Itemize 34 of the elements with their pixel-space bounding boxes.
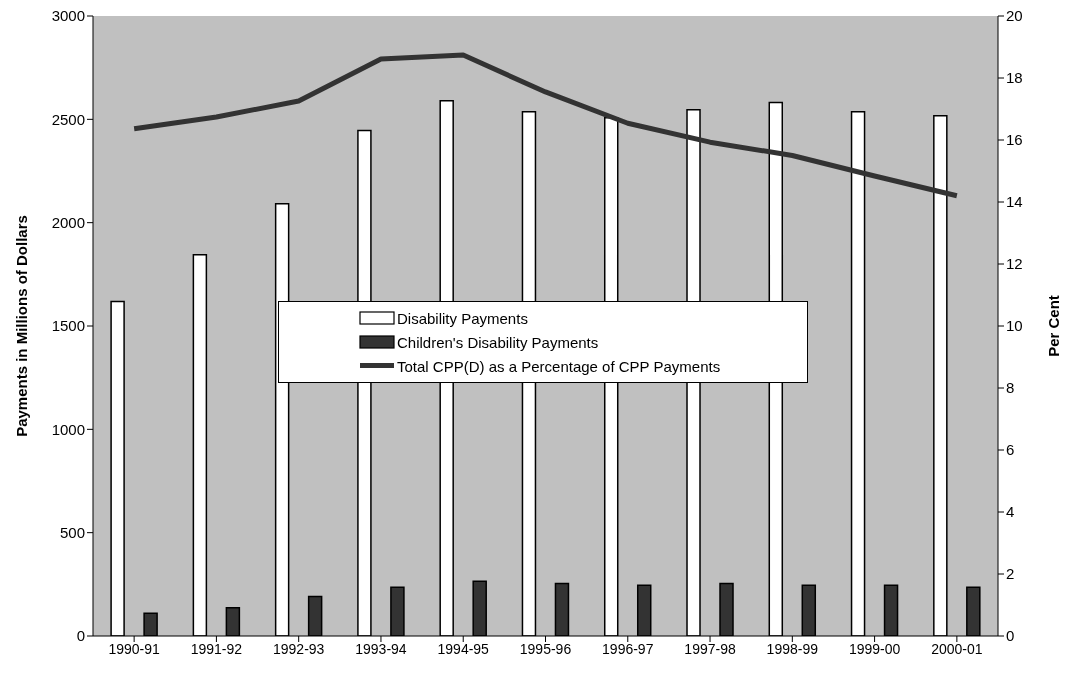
x-tick-label: 1997-98 (684, 640, 736, 657)
y2-tick-label: 18 (1006, 69, 1023, 87)
y2-tick-label: 0 (1006, 627, 1015, 645)
y-tick-label: 0 (76, 627, 85, 645)
y2-tick-label: 14 (1006, 193, 1023, 211)
legend-label: Disability Payments (397, 309, 528, 327)
legend-label: Children's Disability Payments (397, 333, 599, 351)
x-tick-label: 1990-91 (108, 640, 161, 657)
x-tick-label: 2000-01 (931, 640, 983, 657)
x-tick-label: 1994-95 (437, 640, 490, 657)
y2-axis-title: Per Cent (1045, 295, 1063, 357)
x-tick-label: 1998-99 (766, 640, 819, 657)
x-tick-label: 1992-93 (272, 640, 325, 657)
y-tick-label: 2000 (51, 213, 85, 231)
x-tick-label: 1993-94 (355, 640, 407, 657)
y-tick-label: 2500 (51, 110, 85, 128)
y2-tick-label: 6 (1006, 441, 1015, 459)
y-tick-label: 1000 (51, 420, 85, 438)
legend-label: Total CPP(D) as a Percentage of CPP Payments (397, 357, 721, 375)
x-tick-label: 1999-00 (848, 640, 901, 657)
x-tick-label: 1996-97 (602, 640, 654, 657)
y-tick-label: 1500 (51, 317, 85, 335)
y2-tick-label: 10 (1006, 317, 1023, 335)
y2-tick-label: 12 (1006, 255, 1023, 273)
y2-tick-label: 20 (1006, 7, 1023, 25)
y2-tick-label: 16 (1006, 131, 1023, 149)
y2-tick-label: 2 (1006, 565, 1015, 583)
y2-tick-label: 4 (1006, 503, 1015, 521)
x-tick-label: 1991-92 (190, 640, 243, 657)
y-axis-title: Payments in Millions of Dollars (13, 215, 31, 437)
y2-tick-label: 8 (1006, 379, 1015, 397)
x-tick-label: 1995-96 (519, 640, 572, 657)
y-tick-label: 500 (59, 523, 85, 541)
y-tick-label: 3000 (51, 7, 85, 25)
